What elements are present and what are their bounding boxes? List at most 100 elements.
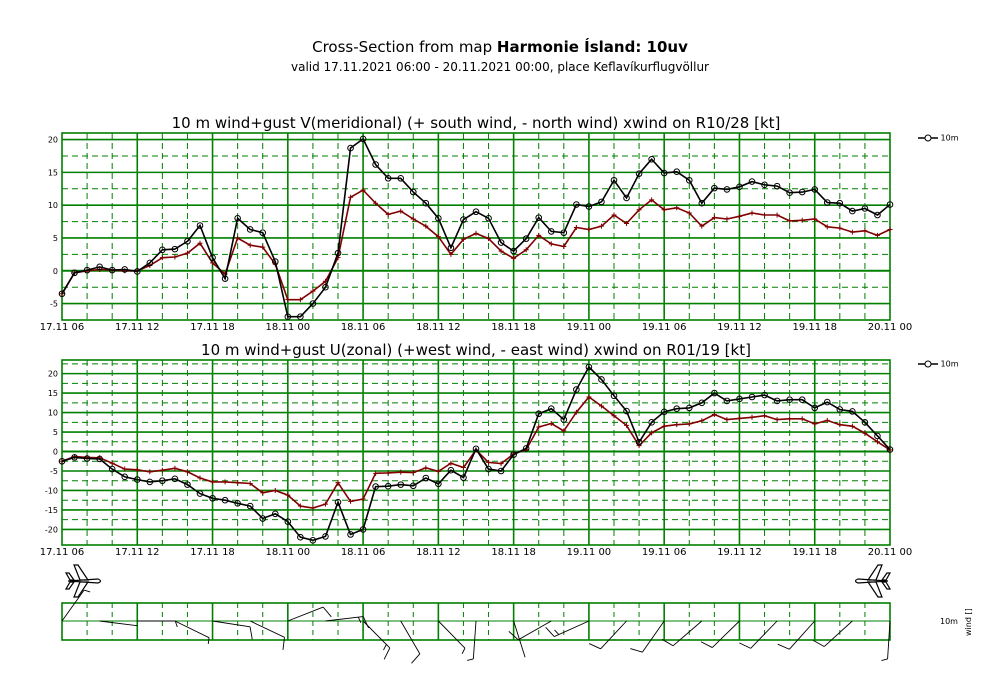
data-point-wind xyxy=(222,479,228,485)
wind-barb-feather xyxy=(630,648,643,653)
data-point-gust xyxy=(635,438,643,446)
data-point-gust xyxy=(146,478,154,486)
data-point-gust xyxy=(159,246,166,254)
data-point-gust xyxy=(347,144,354,152)
data-point-gust xyxy=(121,266,129,273)
x-tick-label: 17.11 06 xyxy=(40,322,85,333)
data-point-wind xyxy=(348,498,354,504)
data-point-wind xyxy=(649,197,655,203)
airplane-shape xyxy=(64,564,102,598)
data-point-wind xyxy=(762,212,768,218)
data-point-gust xyxy=(259,515,267,522)
data-point-wind xyxy=(159,255,165,261)
data-point-gust xyxy=(334,249,342,257)
wind-barb-feather xyxy=(661,638,674,647)
wind-barb-feather xyxy=(282,637,285,650)
data-point-wind xyxy=(473,230,479,236)
wind-barb-staff xyxy=(600,620,627,650)
data-point-wind xyxy=(849,229,855,235)
data-point-wind xyxy=(398,208,404,214)
data-point-wind xyxy=(724,417,730,423)
data-point-wind xyxy=(573,224,579,230)
data-point-wind xyxy=(272,487,278,493)
data-point-gust xyxy=(234,214,241,222)
data-point-wind xyxy=(460,236,466,242)
data-point-wind xyxy=(122,466,128,472)
data-point-gust xyxy=(711,184,718,192)
wind-barb-staff xyxy=(642,620,665,653)
data-point-wind xyxy=(711,215,717,221)
data-point-wind xyxy=(536,424,542,430)
x-tick-label: 19.11 00 xyxy=(567,322,612,333)
data-point-wind xyxy=(711,412,717,418)
data-point-gust xyxy=(698,399,706,407)
data-point-gust xyxy=(234,500,241,507)
x-tick-label: 17.11 18 xyxy=(190,322,235,333)
wind-barb-feather xyxy=(383,647,391,660)
x-tick-label: 18.11 00 xyxy=(266,322,311,333)
data-point-gust xyxy=(623,407,630,415)
data-point-gust xyxy=(836,199,844,207)
data-point-gust xyxy=(849,408,856,415)
data-point-gust xyxy=(322,283,329,291)
data-point-gust xyxy=(748,393,756,401)
data-point-gust xyxy=(560,416,568,423)
data-point-wind xyxy=(686,210,692,216)
data-point-gust xyxy=(472,445,480,453)
data-point-gust xyxy=(723,397,731,405)
data-point-gust xyxy=(685,176,693,184)
data-point-gust xyxy=(798,188,806,196)
y-tick-label: 5 xyxy=(53,234,58,243)
data-point-gust xyxy=(736,183,743,191)
x-tick-label: 19.11 12 xyxy=(717,322,762,333)
data-point-gust xyxy=(648,155,655,163)
data-point-gust xyxy=(246,226,254,233)
data-point-gust xyxy=(121,473,129,481)
wind-barb-staff xyxy=(362,620,391,649)
data-point-gust xyxy=(209,254,216,261)
data-point-gust xyxy=(874,211,881,219)
series-line-gust xyxy=(61,365,891,542)
wind-barb-feather xyxy=(322,606,332,618)
data-point-wind xyxy=(561,244,567,250)
data-point-wind xyxy=(297,503,303,509)
wind-barb-feather xyxy=(174,620,178,628)
wind-barb-staff xyxy=(174,620,210,639)
wind-barb-staff xyxy=(750,620,778,649)
data-point-wind xyxy=(636,443,642,449)
data-point-wind xyxy=(360,187,366,193)
wind-barb-feather xyxy=(357,616,362,624)
wind-barb-feather xyxy=(588,643,601,650)
data-point-gust xyxy=(96,263,103,271)
data-point-wind xyxy=(749,414,755,420)
wind-barb-staff xyxy=(438,620,466,649)
data-point-wind xyxy=(762,413,768,419)
y-tick-label: -10 xyxy=(45,486,58,495)
data-point-wind xyxy=(285,297,291,303)
wind-barb-feather xyxy=(383,644,387,651)
data-point-wind xyxy=(724,216,730,222)
data-point-gust xyxy=(874,432,881,440)
wind-barb-feather xyxy=(881,658,888,661)
data-point-gust xyxy=(823,199,831,206)
data-point-gust xyxy=(372,483,379,490)
data-point-wind xyxy=(373,200,379,206)
data-point-gust xyxy=(221,496,229,504)
data-point-gust xyxy=(384,482,392,490)
legend-meridional: 10m xyxy=(918,133,959,143)
wind-barb-feather xyxy=(411,653,421,664)
data-point-wind xyxy=(824,224,830,230)
data-point-gust xyxy=(259,229,267,237)
data-point-wind xyxy=(210,260,216,266)
data-point-gust xyxy=(447,244,455,252)
data-point-gust xyxy=(761,181,768,189)
data-point-wind xyxy=(310,288,316,294)
data-point-wind xyxy=(486,459,492,465)
data-point-gust xyxy=(435,480,442,488)
data-point-gust xyxy=(648,419,655,426)
data-point-gust xyxy=(83,266,91,274)
y-tick-label: 0 xyxy=(53,267,58,276)
x-tick-label: 17.11 18 xyxy=(190,547,235,558)
data-point-gust xyxy=(472,208,480,216)
